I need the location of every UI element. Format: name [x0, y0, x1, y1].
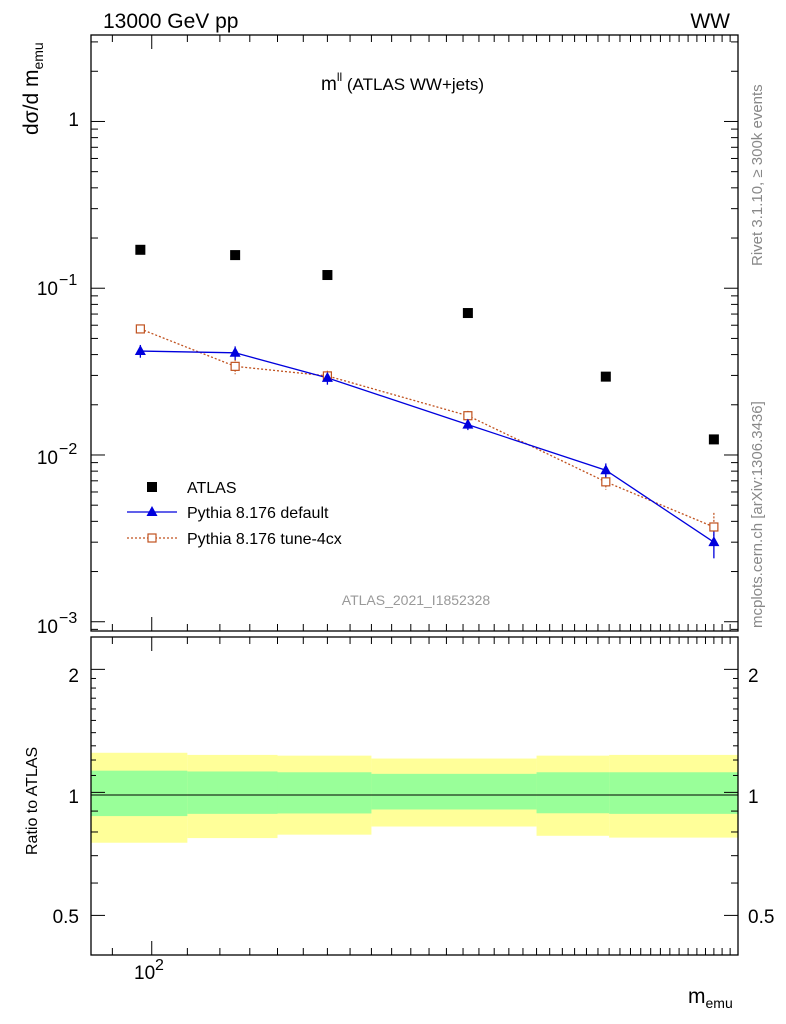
legend-label-pythia-default: Pythia 8.176 default [187, 505, 329, 522]
ratio-plot-frame [90, 636, 739, 956]
series-line-pythia-default [140, 350, 715, 543]
header-process-label: WW [690, 10, 730, 33]
legend-label-atlas: ATLAS [187, 480, 237, 497]
y-tick-label-0.01: 10 −2 [37, 441, 77, 469]
svg-text:1: 1 [68, 110, 79, 131]
svg-text:−1: −1 [59, 272, 77, 289]
main-data-layer [134, 244, 720, 559]
legend-marker-pythia-4cx [147, 533, 157, 543]
ratio-tick-label-right-2: 2 [748, 666, 759, 687]
svg-text:10: 10 [37, 448, 58, 469]
ratio-band-stat [91, 770, 188, 817]
main-title: mll (ATLAS WW+jets) [321, 70, 484, 95]
data-point-pythia-4cx [601, 477, 611, 487]
legend-entry-pythia-4cx: Pythia 8.176 tune-4cx [127, 531, 342, 548]
mcplots-note: mcplots.cern.ch [arXiv:1306.3436] [749, 401, 766, 628]
ratio-tick-label-left-1: 1 [68, 787, 79, 808]
data-point-pythia-default [600, 464, 612, 475]
ratio-band-stat [187, 771, 278, 814]
data-point-pythia-default [229, 346, 241, 357]
ratio-axis-ticks [91, 637, 739, 955]
ratio-tick-label-right-0.5: 0.5 [748, 907, 774, 928]
header-energy-label: 13000 GeV pp [103, 10, 238, 33]
data-point-pythia-default [134, 345, 146, 356]
data-point-pythia-default [321, 371, 333, 382]
x-tick-label-100: 10 2 [134, 957, 164, 984]
ratio-y-axis-label: Ratio to ATLAS [24, 747, 41, 855]
rivet-note: Rivet 3.1.10, ≥ 300k events [749, 84, 766, 266]
ratio-tick-label-right-1: 1 [748, 787, 759, 808]
svg-text:−2: −2 [59, 441, 77, 458]
data-point-pythia-4cx [463, 411, 473, 421]
legend-label-pythia-4cx: Pythia 8.176 tune-4cx [187, 531, 342, 548]
y-axis-label: dσ/d memu [20, 42, 46, 135]
ratio-tick-label-left-2: 2 [68, 666, 79, 687]
ratio-bands [91, 752, 738, 843]
svg-text:10: 10 [134, 963, 155, 984]
main-panel: mll (ATLAS WW+jets) dσ/d memu ATLAS_2021… [20, 34, 739, 638]
y-tick-label-0.1: 10 −1 [37, 272, 77, 300]
ratio-band-stat [609, 772, 738, 814]
data-point-pythia-default [462, 418, 474, 429]
legend-marker-pythia-default [146, 506, 158, 516]
svg-text:−3: −3 [59, 610, 77, 627]
x-axis-label: memu [688, 985, 733, 1011]
svg-text:2: 2 [155, 957, 164, 974]
data-point-pythia-4cx [709, 522, 719, 532]
data-point-atlas [322, 270, 333, 281]
legend: ATLAS Pythia 8.176 default Pythia 8.176 … [127, 480, 342, 548]
ratio-tick-label-left-0.5: 0.5 [53, 907, 79, 928]
svg-text:10: 10 [37, 279, 58, 300]
data-point-atlas [462, 308, 473, 319]
legend-entry-atlas: ATLAS [147, 480, 237, 497]
data-point-atlas [600, 371, 611, 382]
legend-entry-pythia-default: Pythia 8.176 default [127, 505, 329, 522]
data-point-atlas [708, 434, 719, 445]
ratio-band-stat [536, 772, 610, 814]
analysis-watermark: ATLAS_2021_I1852328 [342, 592, 491, 608]
svg-text:10: 10 [37, 617, 58, 638]
data-point-atlas [135, 244, 146, 255]
main-plot-frame [90, 34, 739, 632]
ratio-band-stat [277, 772, 372, 814]
data-point-pythia-4cx [230, 361, 240, 371]
data-point-pythia-4cx [135, 324, 145, 334]
ratio-panel: Ratio to ATLAS 2 1 0.5 2 1 0.5 10 2 memu [24, 636, 774, 1011]
data-point-atlas [230, 250, 241, 261]
series-line-pythia-4cx [140, 328, 715, 528]
y-tick-label-1: 1 [68, 110, 79, 131]
legend-marker-atlas [147, 482, 157, 492]
ratio-band-stat [371, 773, 537, 810]
y-tick-label-0.001: 10 −3 [37, 610, 77, 638]
data-point-pythia-default [708, 536, 720, 547]
